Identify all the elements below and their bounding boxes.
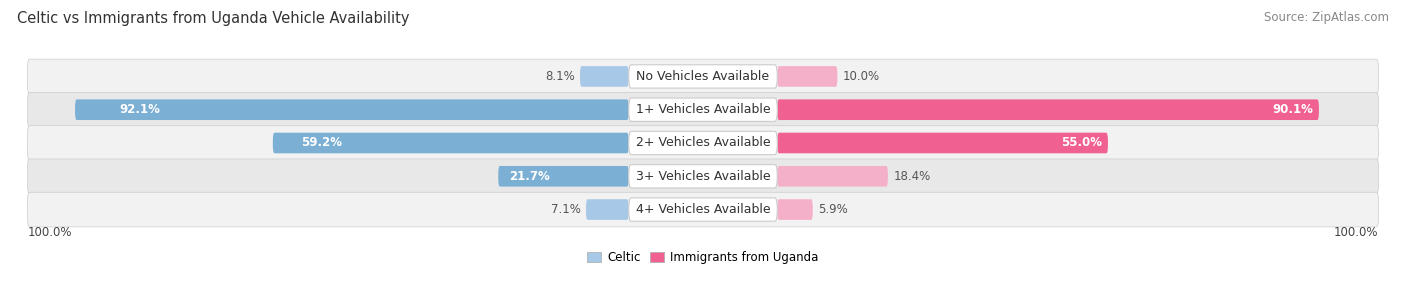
Text: 1+ Vehicles Available: 1+ Vehicles Available <box>636 103 770 116</box>
Text: 18.4%: 18.4% <box>893 170 931 183</box>
Text: 59.2%: 59.2% <box>301 136 342 150</box>
Text: 100.0%: 100.0% <box>28 226 72 239</box>
Text: 90.1%: 90.1% <box>1272 103 1313 116</box>
FancyBboxPatch shape <box>75 100 628 120</box>
Text: 3+ Vehicles Available: 3+ Vehicles Available <box>636 170 770 183</box>
FancyBboxPatch shape <box>628 98 778 121</box>
FancyBboxPatch shape <box>778 66 838 87</box>
Text: 2+ Vehicles Available: 2+ Vehicles Available <box>636 136 770 150</box>
Text: 5.9%: 5.9% <box>818 203 848 216</box>
Text: 7.1%: 7.1% <box>551 203 581 216</box>
Text: 55.0%: 55.0% <box>1062 136 1102 150</box>
FancyBboxPatch shape <box>778 199 813 220</box>
Text: Source: ZipAtlas.com: Source: ZipAtlas.com <box>1264 11 1389 24</box>
Text: Celtic vs Immigrants from Uganda Vehicle Availability: Celtic vs Immigrants from Uganda Vehicle… <box>17 11 409 26</box>
Text: 8.1%: 8.1% <box>546 70 575 83</box>
FancyBboxPatch shape <box>778 166 889 186</box>
FancyBboxPatch shape <box>628 198 778 221</box>
FancyBboxPatch shape <box>28 159 1378 194</box>
Text: 10.0%: 10.0% <box>842 70 880 83</box>
FancyBboxPatch shape <box>778 100 1319 120</box>
FancyBboxPatch shape <box>628 165 778 188</box>
Text: 21.7%: 21.7% <box>509 170 550 183</box>
FancyBboxPatch shape <box>28 92 1378 127</box>
FancyBboxPatch shape <box>581 66 628 87</box>
FancyBboxPatch shape <box>498 166 628 186</box>
FancyBboxPatch shape <box>28 126 1378 160</box>
FancyBboxPatch shape <box>628 65 778 88</box>
FancyBboxPatch shape <box>28 59 1378 94</box>
FancyBboxPatch shape <box>273 133 628 153</box>
Text: 92.1%: 92.1% <box>120 103 160 116</box>
FancyBboxPatch shape <box>28 192 1378 227</box>
Text: No Vehicles Available: No Vehicles Available <box>637 70 769 83</box>
FancyBboxPatch shape <box>628 131 778 155</box>
FancyBboxPatch shape <box>586 199 628 220</box>
Legend: Celtic, Immigrants from Uganda: Celtic, Immigrants from Uganda <box>582 247 824 269</box>
Text: 100.0%: 100.0% <box>1334 226 1378 239</box>
FancyBboxPatch shape <box>778 133 1108 153</box>
Text: 4+ Vehicles Available: 4+ Vehicles Available <box>636 203 770 216</box>
